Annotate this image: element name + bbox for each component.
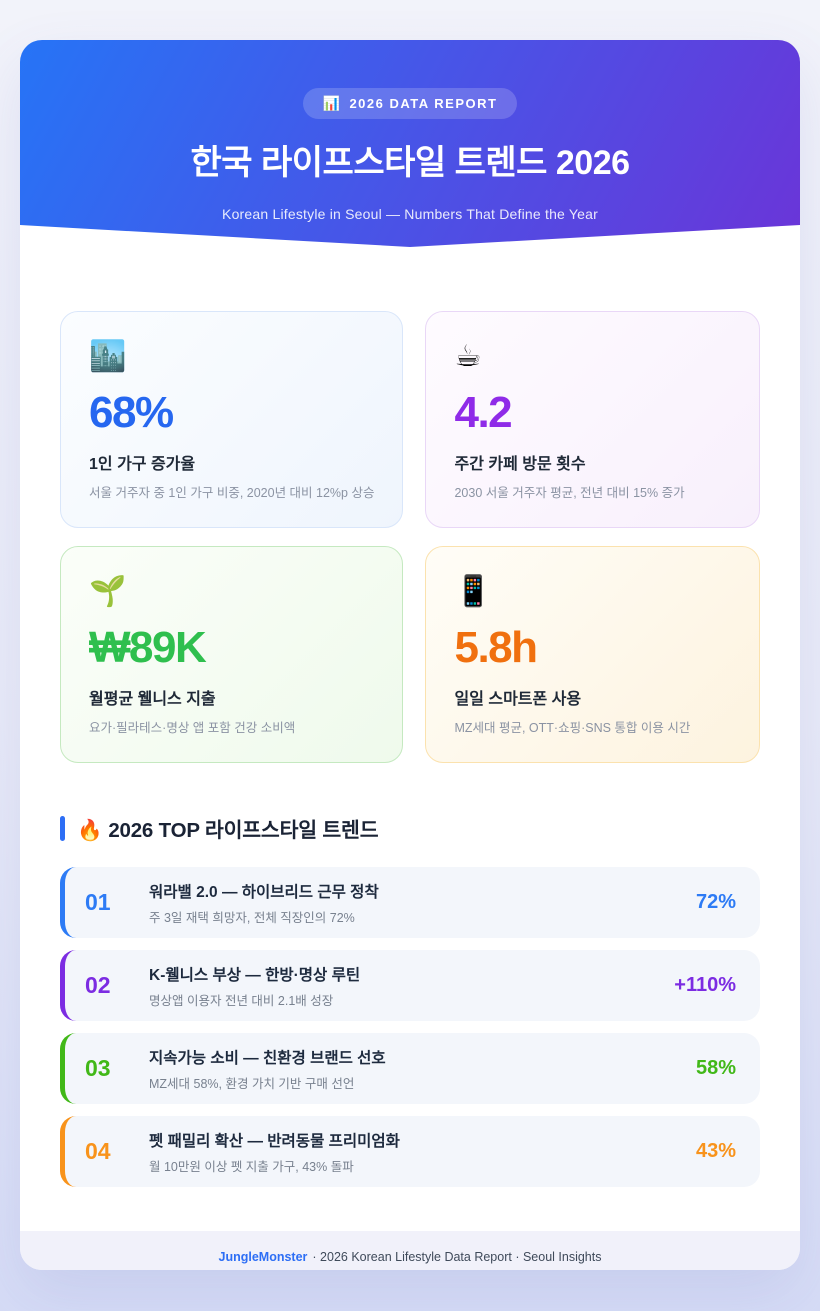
stat-label: 주간 카페 방문 횟수 — [454, 456, 586, 474]
trend-row-k-wellness: 02 K-웰니스 부상 — 한방·명상 루틴 명상앱 이용자 전년 대비 2.1… — [60, 950, 760, 1022]
trend-rank: 03 — [85, 1055, 111, 1082]
trend-row-worklife: 01 워라밸 2.0 — 하이브리드 근무 정착 주 3일 재택 희망자, 전체… — [60, 867, 760, 939]
trend-value: 43% — [695, 1140, 736, 1163]
stat-label: 일일 스마트폰 사용 — [454, 691, 582, 709]
trend-rank: 01 — [85, 889, 111, 916]
page-title: 한국 라이프스타일 트렌드 2026 — [190, 144, 630, 182]
report-badge: 📊 2026 DATA REPORT — [303, 88, 518, 119]
stat-label: 1인 가구 증가율 — [89, 456, 196, 474]
coffee-icon: ☕ — [454, 340, 482, 373]
stat-card-single-household: 🏙️ 68% 1인 가구 증가율 서울 거주자 중 1인 가구 비중, 2020… — [60, 311, 404, 529]
trend-title: 지속가능 소비 — 친환경 브랜드 선호 — [149, 1049, 386, 1067]
page-subtitle: Korean Lifestyle in Seoul — Numbers That… — [222, 206, 598, 222]
trend-rank: 04 — [85, 1138, 111, 1165]
stat-desc: 서울 거주자 중 1인 가구 비중, 2020년 대비 12%p 상승 — [89, 486, 375, 501]
seedling-icon: 🌱 — [89, 575, 127, 609]
footer-text: · 2026 Korean Lifestyle Data Report · Se… — [312, 1250, 602, 1265]
accent-bar — [60, 815, 65, 841]
trend-title: 워라밸 2.0 — 하이브리드 근무 정착 — [149, 883, 379, 901]
bar-chart-icon: 📊 — [322, 95, 342, 111]
trend-text: 펫 패밀리 확산 — 반려동물 프리미엄화 월 10만원 이상 펫 지출 가구,… — [149, 1129, 400, 1175]
trend-title: 펫 패밀리 확산 — 반려동물 프리미엄화 — [149, 1132, 400, 1150]
trend-text: K-웰니스 부상 — 한방·명상 루틴 명상앱 이용자 전년 대비 2.1배 성… — [149, 963, 360, 1009]
trend-value: 58% — [695, 1057, 736, 1080]
trend-value: +110% — [674, 974, 736, 997]
stat-card-wellness-spend: 🌱 ₩89K 월평균 웰니스 지출 요가·필라테스·명상 앱 포함 건강 소비액 — [60, 546, 404, 764]
trend-list: 01 워라밸 2.0 — 하이브리드 근무 정착 주 3일 재택 희망자, 전체… — [60, 867, 760, 1188]
stat-value: 5.8h — [454, 623, 538, 673]
trend-desc: 월 10만원 이상 펫 지출 가구, 43% 돌파 — [149, 1159, 354, 1174]
trend-text: 지속가능 소비 — 친환경 브랜드 선호 MZ세대 58%, 환경 가치 기반 … — [149, 1046, 386, 1092]
trend-value: 72% — [695, 891, 736, 914]
smartphone-icon: 📱 — [454, 575, 492, 609]
cityscape-icon: 🏙️ — [89, 340, 127, 373]
trend-row-sustainable: 03 지속가능 소비 — 친환경 브랜드 선호 MZ세대 58%, 환경 가치 … — [60, 1033, 760, 1105]
stat-card-smartphone-use: 📱 5.8h 일일 스마트폰 사용 MZ세대 평균, OTT·쇼핑·SNS 통합… — [425, 546, 760, 764]
main-content: 🏙️ 68% 1인 가구 증가율 서울 거주자 중 1인 가구 비중, 2020… — [20, 247, 800, 1231]
stat-value: 4.2 — [454, 388, 512, 437]
stat-desc: 요가·필라테스·명상 앱 포함 건강 소비액 — [89, 721, 296, 736]
stat-value: ₩89K — [89, 623, 207, 673]
brand-link[interactable]: JungleMonster — [218, 1250, 308, 1265]
trend-desc: 명상앱 이용자 전년 대비 2.1배 성장 — [149, 993, 334, 1008]
trends-heading: 🔥 2026 TOP 라이프스타일 트렌드 — [77, 813, 379, 843]
trend-title: K-웰니스 부상 — 한방·명상 루틴 — [149, 966, 361, 984]
badge-label: 2026 DATA REPORT — [349, 96, 498, 111]
footer: JungleMonster · 2026 Korean Lifestyle Da… — [20, 1231, 800, 1270]
stat-card-cafe-visits: ☕ 4.2 주간 카페 방문 횟수 2030 서울 거주자 평균, 전년 대비 … — [425, 311, 760, 529]
trends-section-header: 🔥 2026 TOP 라이프스타일 트렌드 — [60, 813, 760, 843]
header-banner: 📊 2026 DATA REPORT 한국 라이프스타일 트렌드 2026 Ko… — [20, 40, 800, 247]
stat-value: 68% — [89, 388, 174, 437]
stats-grid: 🏙️ 68% 1인 가구 증가율 서울 거주자 중 1인 가구 비중, 2020… — [60, 311, 760, 764]
trend-row-pet-family: 04 펫 패밀리 확산 — 반려동물 프리미엄화 월 10만원 이상 펫 지출 … — [60, 1116, 760, 1188]
fire-icon: 🔥 — [77, 819, 103, 843]
trend-text: 워라밸 2.0 — 하이브리드 근무 정착 주 3일 재택 희망자, 전체 직장… — [149, 880, 379, 926]
trend-desc: 주 3일 재택 희망자, 전체 직장인의 72% — [149, 910, 355, 925]
trends-heading-text: 2026 TOP 라이프스타일 트렌드 — [108, 819, 379, 843]
stat-desc: 2030 서울 거주자 평균, 전년 대비 15% 증가 — [454, 486, 685, 501]
report-card: 📊 2026 DATA REPORT 한국 라이프스타일 트렌드 2026 Ko… — [20, 40, 800, 1270]
stat-desc: MZ세대 평균, OTT·쇼핑·SNS 통합 이용 시간 — [454, 721, 691, 736]
stat-label: 월평균 웰니스 지출 — [89, 691, 216, 709]
trend-rank: 02 — [85, 972, 111, 999]
trend-desc: MZ세대 58%, 환경 가치 기반 구매 선언 — [149, 1076, 355, 1091]
